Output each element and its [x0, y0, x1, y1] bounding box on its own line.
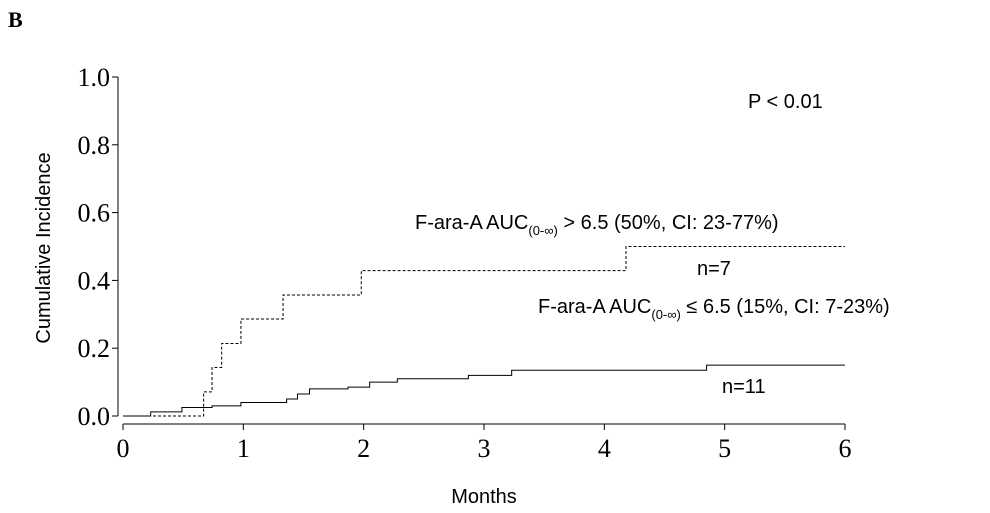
label-sub: (0-∞) [528, 223, 558, 238]
y-tick-label: 0.0 [78, 402, 111, 431]
step-line [123, 364, 845, 417]
series-n: n=11 [722, 376, 766, 398]
series-label: F-ara-A AUC(0-∞) > 6.5 (50%, CI: 23-77%) [415, 212, 779, 238]
panel-label: B [8, 7, 23, 32]
y-tick-label: 0.2 [78, 334, 111, 363]
label-sub: (0-∞) [651, 307, 681, 322]
x-tick-label: 4 [598, 434, 611, 463]
x-tick-label: 5 [718, 434, 731, 463]
y-axis-label: Cumulative Incidence [33, 152, 55, 343]
y-tick-label: 0.4 [78, 266, 111, 295]
series-label: F-ara-A AUC(0-∞) ≤ 6.5 (15%, CI: 7-23%) [538, 296, 890, 322]
label-main: F-ara-A AUC [538, 296, 651, 318]
x-tick-label: 1 [237, 434, 250, 463]
x-tick-label: 0 [117, 434, 130, 463]
step-line [123, 246, 845, 417]
label-rest: ≤ 6.5 (15%, CI: 7-23%) [681, 296, 890, 318]
x-tick-label: 2 [357, 434, 370, 463]
label-rest: > 6.5 (50%, CI: 23-77%) [558, 212, 779, 234]
x-tick-label: 3 [478, 434, 491, 463]
y-tick-label: 0.8 [78, 131, 111, 160]
x-axis-label: Months [451, 486, 517, 508]
label-main: F-ara-A AUC [415, 212, 528, 234]
y-tick-label: 0.6 [78, 199, 111, 228]
series-n: n=7 [697, 258, 731, 280]
y-tick-label: 1.0 [78, 63, 111, 92]
p-value: P < 0.01 [748, 91, 823, 113]
x-tick-label: 6 [839, 434, 852, 463]
